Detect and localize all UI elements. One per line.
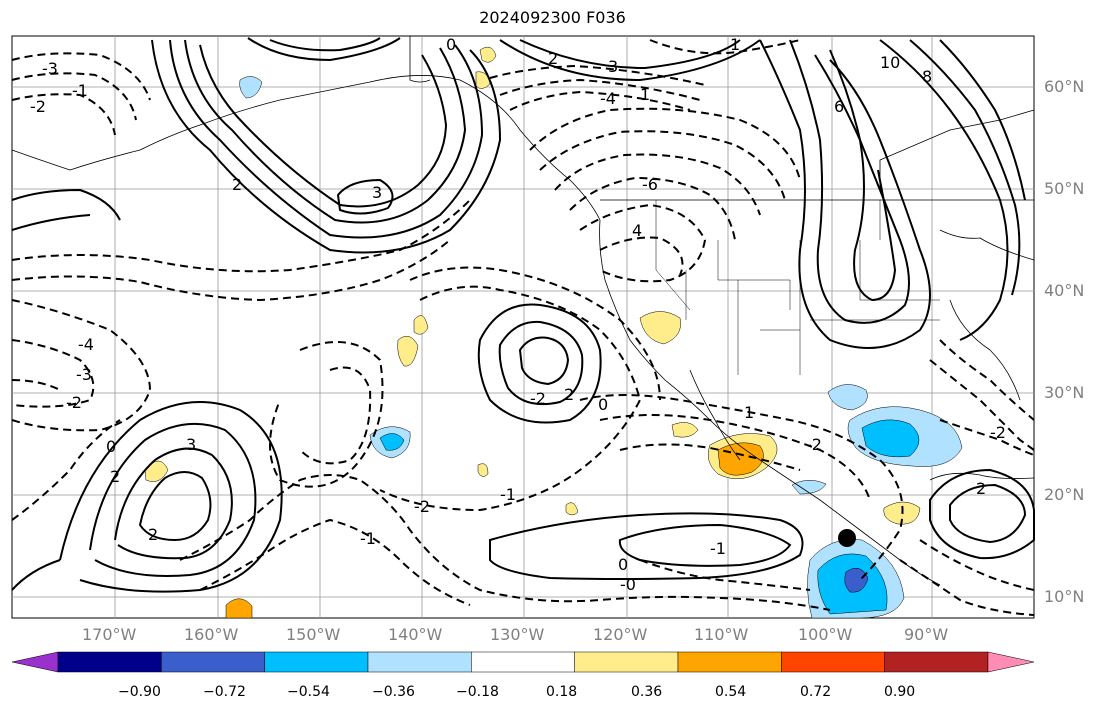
contour-label: 1	[640, 85, 650, 104]
lon-label: 160°W	[184, 625, 239, 644]
contour-label: -1	[710, 539, 726, 558]
dashed-contours	[11, 39, 1035, 616]
contour-label: 0	[446, 35, 456, 54]
contour-label: 10	[880, 53, 900, 72]
colorbar-segment	[57, 651, 162, 673]
contour-label: 4	[632, 221, 642, 240]
contour-label: -1	[360, 529, 376, 548]
contour-label: -1	[500, 485, 516, 504]
lat-label: 20°N	[1044, 485, 1085, 504]
colorbar-tick-label: −0.54	[287, 684, 330, 700]
solid-contours	[11, 37, 1035, 593]
lat-label: 30°N	[1044, 383, 1085, 402]
coastlines	[11, 36, 1035, 586]
colorbar-segment	[781, 651, 885, 673]
colorbar-tick-label: −0.36	[372, 684, 415, 700]
contour-label: 0	[106, 437, 116, 456]
contour-label: 8	[922, 67, 932, 86]
colorbar-segment	[367, 651, 472, 673]
colorbar-extend-low	[11, 651, 59, 673]
colorbar-tick-label: 0.90	[884, 684, 916, 700]
contour-label: 3	[372, 183, 382, 202]
lat-label: 50°N	[1044, 179, 1085, 198]
colorbar-extend-high	[987, 651, 1035, 673]
contour-label: 2	[148, 525, 158, 544]
contour-label: -2	[30, 97, 46, 116]
contour-label: -0	[620, 575, 636, 594]
contour-label: -1	[72, 81, 88, 100]
contour-label: -6	[642, 175, 658, 194]
colorbar-tick-label: 0.54	[715, 684, 747, 700]
contour-label: -2	[530, 389, 546, 408]
colorbar-segment	[471, 651, 575, 673]
contour-label: -2	[414, 497, 430, 516]
map-title: 2024092300 F036	[479, 8, 626, 27]
lat-label: 10°N	[1044, 587, 1085, 606]
contour-label: 3	[608, 57, 618, 76]
colorbar-tick-label: 0.72	[800, 684, 832, 700]
lon-label: 150°W	[286, 625, 341, 644]
map-frame	[11, 35, 1035, 619]
colorbar-tick-label: −0.18	[456, 684, 499, 700]
graticule	[12, 36, 1034, 618]
colorbar-segment	[264, 651, 369, 673]
contour-label: 0	[618, 555, 628, 574]
contour-label: 2	[110, 467, 120, 486]
colorbar-tick-label: −0.72	[203, 684, 246, 700]
colorbar-tick-label: 0.18	[546, 684, 578, 700]
lon-label: 100°W	[798, 625, 853, 644]
contour-label: 2	[548, 49, 558, 68]
contour-label: 1	[744, 403, 754, 422]
contour-label: 1	[730, 35, 740, 54]
lon-label: 170°W	[82, 625, 137, 644]
colorbar-segment	[677, 651, 782, 673]
contour-label: 2	[232, 175, 242, 194]
contour-label: 6	[834, 97, 844, 116]
lon-label: 120°W	[593, 625, 648, 644]
contour-label: -4	[78, 335, 94, 354]
colorbar	[11, 651, 1035, 673]
colorbar-tick-label: −0.90	[118, 684, 161, 700]
colorbar-segment	[884, 651, 989, 673]
contour-label: -3	[76, 365, 92, 384]
colorbar-segment	[574, 651, 679, 673]
colorbar-tick-label: 0.36	[631, 684, 663, 700]
contour-label: 2	[564, 385, 574, 404]
contour-label: 2	[976, 479, 986, 498]
lon-label: 140°W	[388, 625, 443, 644]
lat-label: 60°N	[1044, 77, 1085, 96]
contour-label: -2	[990, 423, 1006, 442]
contour-label: -2	[806, 435, 822, 454]
contour-label: 0	[598, 395, 608, 414]
contour-label: -4	[600, 89, 616, 108]
contour-label: -2	[66, 393, 82, 412]
contour-labels: 0 2 3 1 -2 -1 -3 -4 10 8 6 -6 4 3 2 1 -1…	[30, 35, 1006, 594]
lon-label: 130°W	[490, 625, 545, 644]
colorbar-segment	[161, 651, 265, 673]
location-marker	[838, 529, 856, 547]
contour-label: -3	[42, 59, 58, 78]
lat-label: 40°N	[1044, 281, 1085, 300]
lon-label: 110°W	[694, 625, 749, 644]
contour-label: 3	[186, 435, 196, 454]
shaded-anomalies	[144, 46, 963, 619]
lon-label: 90°W	[904, 625, 949, 644]
